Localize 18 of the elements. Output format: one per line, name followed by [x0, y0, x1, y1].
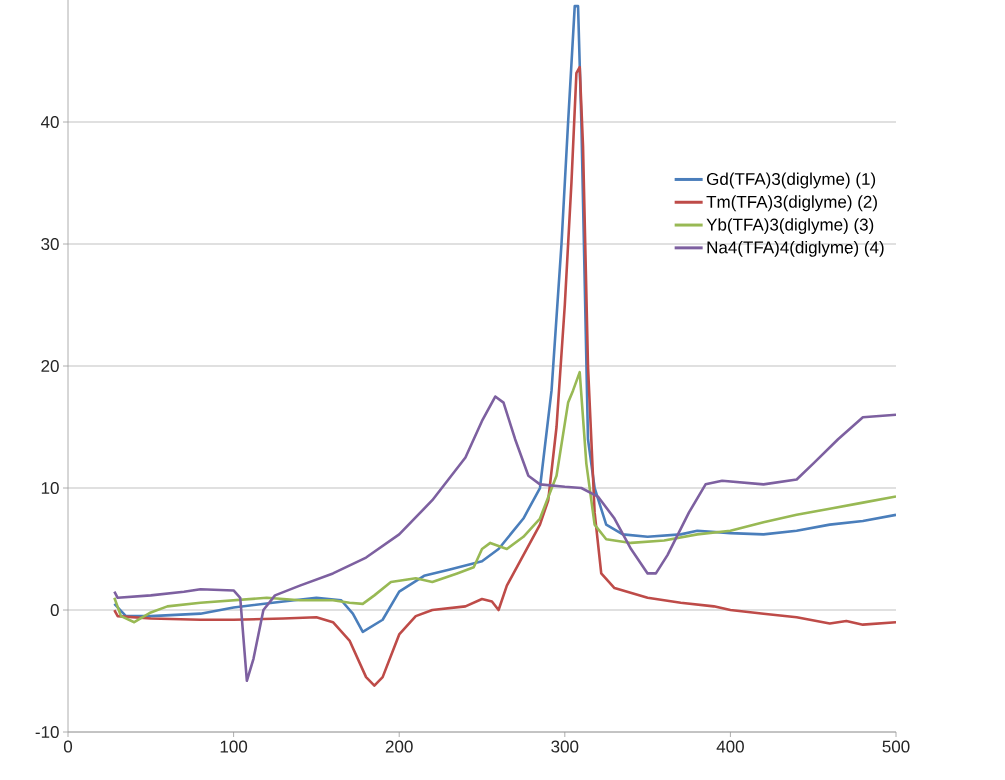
x-tick-label: 300 [551, 740, 579, 753]
x-tick-label: 500 [882, 740, 910, 753]
legend-label: Yb(TFA)3(diglyme) (3) [706, 218, 874, 234]
y-tick-label: 20 [41, 359, 59, 373]
y-tick-label: -10 [35, 725, 59, 739]
line-series [113, 65, 897, 687]
x-tick-label: 100 [220, 740, 248, 753]
y-tick-label: 10 [41, 481, 59, 495]
legend-label: Na4(TFA)4(diglyme) (4) [707, 240, 884, 257]
y-tick-label: 30 [41, 237, 59, 251]
y-tick-label: 0 [50, 603, 59, 617]
x-tick-label: 200 [385, 740, 413, 753]
line-series [113, 395, 897, 683]
legend-label: Gd(TFA)3(diglyme) (1) [706, 172, 876, 189]
x-tick-label: 0 [63, 740, 73, 753]
y-tick-label: 40 [40, 115, 59, 129]
legend-label: Tm(TFA)3(diglyme) (2) [706, 195, 877, 212]
x-tick-label: 400 [716, 740, 744, 753]
